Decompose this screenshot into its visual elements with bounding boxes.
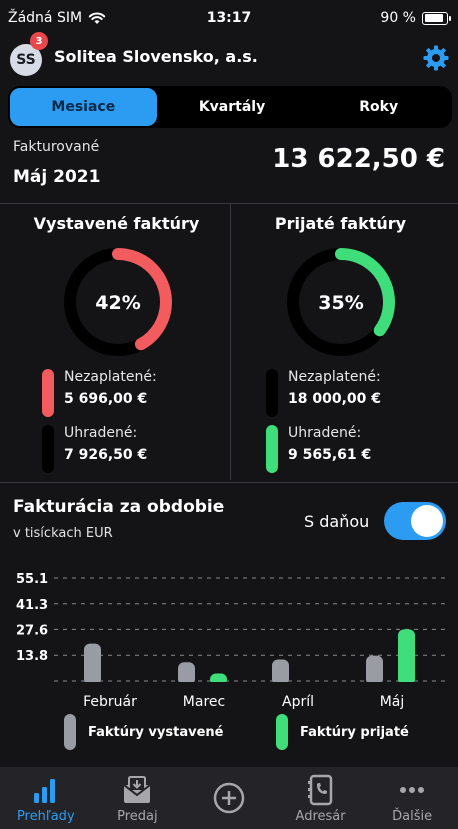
tab-more-label: Ďalšie (392, 809, 433, 824)
issued-percent: 42% (95, 292, 141, 314)
received-unpaid-value: 18 000,00 € (288, 391, 381, 407)
divider (0, 203, 458, 204)
clock: 13:17 (206, 10, 252, 26)
carrier: Žádná SIM (8, 10, 106, 26)
received-invoices-title: Prijaté faktúry (274, 214, 407, 233)
period-subtitle: v tisíckach EUR (13, 526, 113, 541)
legend-issued-label: Faktúry vystavené (88, 724, 224, 740)
received-percent: 35% (318, 292, 364, 314)
summary-amount: 13 622,50 € (272, 144, 445, 174)
tax-toggle-knob (411, 505, 443, 537)
period-title: Fakturácia za obdobie (13, 497, 225, 517)
issued-unpaid-value: 5 696,00 € (64, 391, 148, 407)
y-tick-label: 13.8 (16, 649, 48, 664)
divider (0, 482, 458, 483)
divider-vertical (230, 204, 231, 480)
y-tick-label: 27.6 (16, 623, 48, 638)
issued-paid-value: 7 926,50 € (64, 447, 148, 463)
company-name[interactable]: Solitea Slovensko, a.s. (54, 47, 258, 66)
notification-badge: 3 (30, 32, 48, 50)
x-category-label: Máj (380, 694, 405, 710)
issued-unpaid-marker (42, 369, 54, 417)
contacts-icon (307, 774, 332, 806)
period-segmented-control: Mesiace Kvartály Roky (8, 86, 452, 128)
bar-chart-icon (33, 779, 55, 803)
baseline-mask (0, 682, 458, 690)
bar-issued (178, 662, 195, 685)
y-tick-label: 41.3 (16, 598, 48, 613)
tax-toggle[interactable] (384, 502, 446, 540)
bar-received (398, 629, 415, 685)
received-unpaid-label: Nezaplatené: (288, 369, 381, 385)
avatar-initials: SS (16, 52, 36, 68)
tab-more[interactable]: Ďalšie (366, 767, 458, 829)
received-paid-label: Uhradené: (288, 425, 362, 441)
tab-contacts-label: Adresár (295, 809, 346, 824)
issued-paid: Uhradené: 7 926,50 € (42, 425, 147, 473)
received-donut-chart (287, 248, 395, 356)
battery: 90 % (380, 10, 451, 26)
segment-months[interactable]: Mesiace (8, 86, 159, 128)
issued-paid-marker (42, 425, 54, 473)
x-category-label: Február (83, 694, 137, 710)
x-category-label: Apríl (282, 694, 314, 710)
tab-add[interactable] (183, 767, 275, 829)
legend-issued-marker (64, 714, 76, 750)
battery-icon (422, 11, 451, 25)
received-paid-value: 9 565,61 € (288, 447, 372, 463)
tab-sales-label: Predaj (117, 809, 158, 824)
legend-received-marker (276, 714, 288, 750)
issued-unpaid: Nezaplatené: 5 696,00 € (42, 369, 157, 417)
issued-unpaid-label: Nezaplatené: (64, 369, 157, 385)
issued-paid-label: Uhradené: (64, 425, 138, 441)
received-donut-arc (287, 248, 395, 356)
add-circle-icon (213, 782, 245, 814)
x-category-label: Marec (183, 694, 225, 710)
tab-bar: Prehľady Predaj Adresár Ďa (0, 767, 458, 829)
received-paid-marker (266, 425, 278, 473)
invoice-icon (123, 776, 152, 803)
tab-contacts[interactable]: Adresár (275, 767, 367, 829)
tab-overview-label: Prehľady (16, 809, 75, 824)
y-tick-label: 55.1 (16, 572, 48, 587)
bar-issued (366, 655, 383, 685)
received-paid: Uhradené: 9 565,61 € (266, 425, 371, 473)
gear-icon[interactable] (422, 44, 450, 72)
period-bar-chart: 55.1 41.3 27.6 13.8 Február Marec Apríl Máj (0, 572, 458, 710)
tab-sales[interactable]: Predaj (92, 767, 184, 829)
status-bar: Žádná SIM 13:17 90 % (0, 0, 458, 36)
carrier-label: Žádná SIM (8, 10, 83, 26)
legend-issued: Faktúry vystavené (64, 714, 223, 750)
received-unpaid: Nezaplatené: 18 000,00 € (266, 369, 381, 417)
tab-overview[interactable]: Prehľady (0, 767, 92, 829)
issued-donut-chart (64, 248, 172, 356)
tax-toggle-label: S daňou (304, 512, 370, 531)
legend-received-label: Faktúry prijaté (300, 724, 409, 740)
summary-label: Fakturované (13, 139, 100, 155)
segment-quarters[interactable]: Kvartály (198, 99, 266, 115)
issued-invoices-title: Vystavené faktúry (33, 214, 200, 233)
received-unpaid-marker (266, 369, 278, 417)
bar-issued (272, 659, 289, 685)
bar-issued (84, 643, 101, 685)
battery-level-fill (424, 14, 444, 22)
app-header: SS 3 Solitea Slovensko, a.s. (0, 32, 458, 80)
battery-percent: 90 % (380, 10, 416, 26)
summary-period: Máj 2021 (13, 167, 101, 187)
legend-received: Faktúry prijaté (276, 714, 409, 750)
wifi-icon (88, 12, 106, 24)
segment-years[interactable]: Roky (359, 99, 399, 115)
issued-donut-arc (64, 248, 172, 356)
more-icon (400, 787, 425, 793)
